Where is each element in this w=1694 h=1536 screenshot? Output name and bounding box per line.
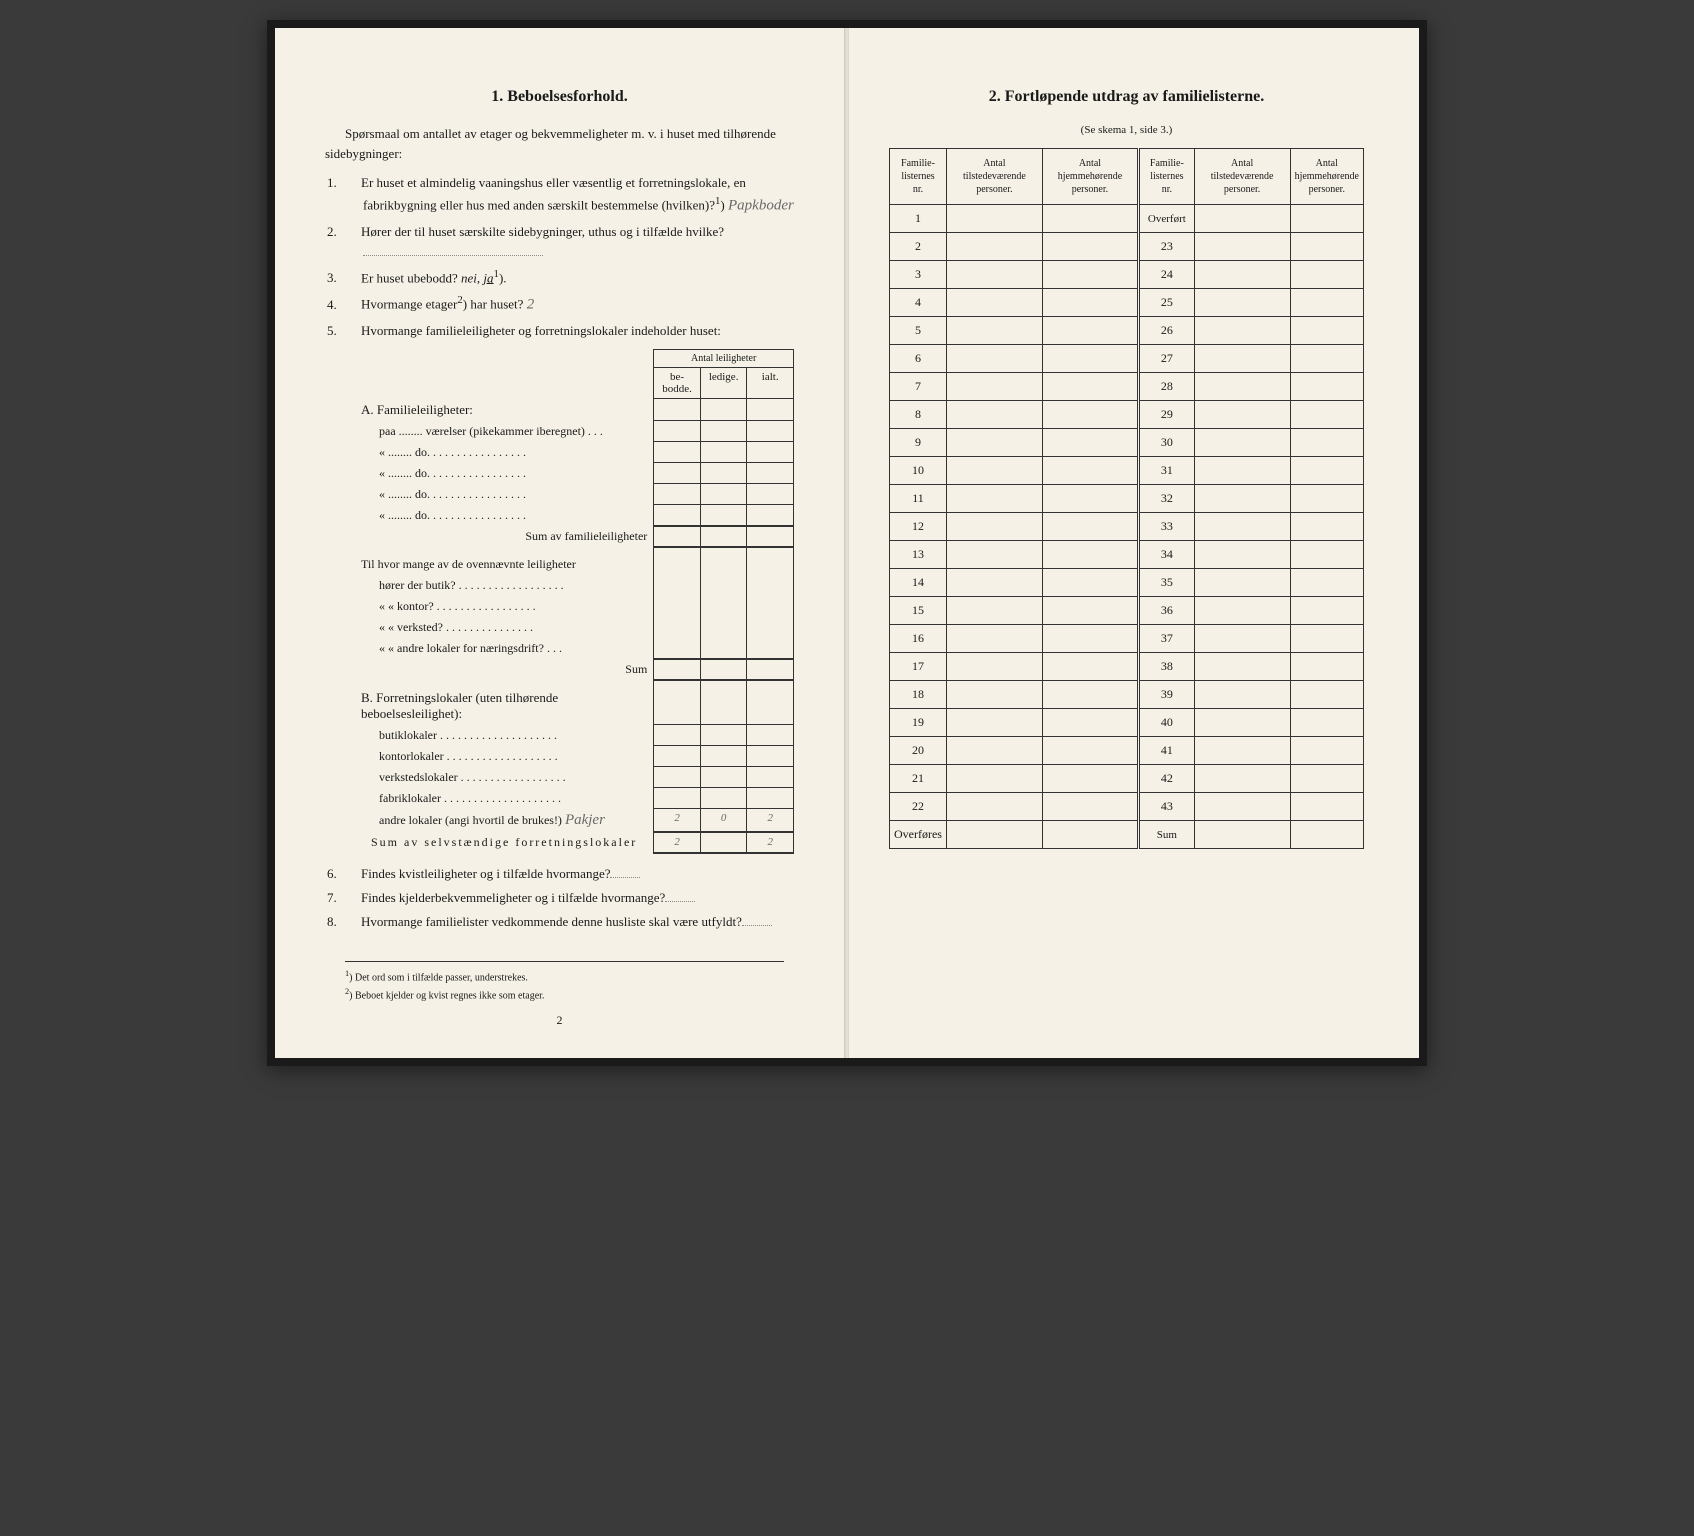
page-number: 2 [275, 1013, 844, 1028]
question-list: 1.Er huset et almindelig vaaningshus ell… [325, 173, 794, 341]
table-row: 930 [890, 429, 1364, 457]
table-row: 526 [890, 317, 1364, 345]
leiligheter-table-wrap: Antal leiligheter be- bodde. ledige. ial… [355, 349, 794, 854]
left-page: 1. Beboelsesforhold. Spørsmaal om antall… [275, 28, 845, 1058]
section-a: A. Familieleiligheter: [355, 399, 654, 421]
question-2: 2.Hører der til huset særskilte sidebygn… [345, 222, 794, 262]
right-subtitle: (Se skema 1, side 3.) [889, 124, 1364, 136]
table-row: 1536 [890, 597, 1364, 625]
q4-handwriting: 2 [527, 297, 535, 313]
question-1: 1.Er huset et almindelig vaaningshus ell… [345, 173, 794, 218]
table-row: 627 [890, 345, 1364, 373]
question-6: 6.Findes kvistleiligheter og i tilfælde … [345, 864, 794, 884]
table-row: 1738 [890, 653, 1364, 681]
book-spread: 1. Beboelsesforhold. Spørsmaal om antall… [267, 20, 1427, 1066]
section-b: B. Forretningslokaler (uten tilhørende b… [355, 680, 654, 725]
intro-text: Spørsmaal om antallet av etager og bekve… [325, 124, 794, 163]
table-row: 1940 [890, 709, 1364, 737]
right-title: 2. Fortløpende utdrag av familielisterne… [889, 88, 1364, 106]
table-row: 1233 [890, 513, 1364, 541]
right-page: 2. Fortløpende utdrag av familielisterne… [849, 28, 1419, 1058]
table-row: 1637 [890, 625, 1364, 653]
tbl-header: Antal leiligheter [654, 350, 794, 368]
familieliste-table: Familie- listernes nr. Antal tilstedevær… [889, 148, 1364, 849]
question-4: 4.Hvormange etager2) har huset? 2 [345, 292, 794, 317]
table-row: 1031 [890, 457, 1364, 485]
table-row: OverføresSum [890, 821, 1364, 849]
table-row: 728 [890, 373, 1364, 401]
leiligheter-table: Antal leiligheter be- bodde. ledige. ial… [355, 349, 794, 854]
table-row: 425 [890, 289, 1364, 317]
footnote-2: 2) Beboet kjelder og kvist regnes ikke s… [345, 986, 784, 1003]
table-row: 324 [890, 261, 1364, 289]
left-title: 1. Beboelsesforhold. [325, 88, 794, 106]
table-row: 2041 [890, 737, 1364, 765]
table-row: 2243 [890, 793, 1364, 821]
table-row: 1839 [890, 681, 1364, 709]
q1-handwriting: Papkboder [728, 197, 794, 213]
footnotes: 1) Det ord som i tilfælde passer, unders… [345, 961, 784, 1003]
question-7: 7.Findes kjelderbekvemmeligheter og i ti… [345, 888, 794, 908]
question-list-2: 6.Findes kvistleiligheter og i tilfælde … [325, 864, 794, 932]
table-row: 1132 [890, 485, 1364, 513]
question-5: 5.Hvormange familieleiligheter og forret… [345, 321, 794, 341]
b5-handwriting: Pakjer [565, 812, 605, 828]
footnote-1: 1) Det ord som i tilfælde passer, unders… [345, 968, 784, 985]
table-row: 829 [890, 401, 1364, 429]
table-row: 223 [890, 233, 1364, 261]
table-row: 1Overført [890, 205, 1364, 233]
table-row: 1435 [890, 569, 1364, 597]
question-8: 8.Hvormange familielister vedkommende de… [345, 912, 794, 932]
question-3: 3.Er huset ubebodd? nei, ja1). [345, 266, 794, 288]
table-row: 1334 [890, 541, 1364, 569]
table-row: 2142 [890, 765, 1364, 793]
